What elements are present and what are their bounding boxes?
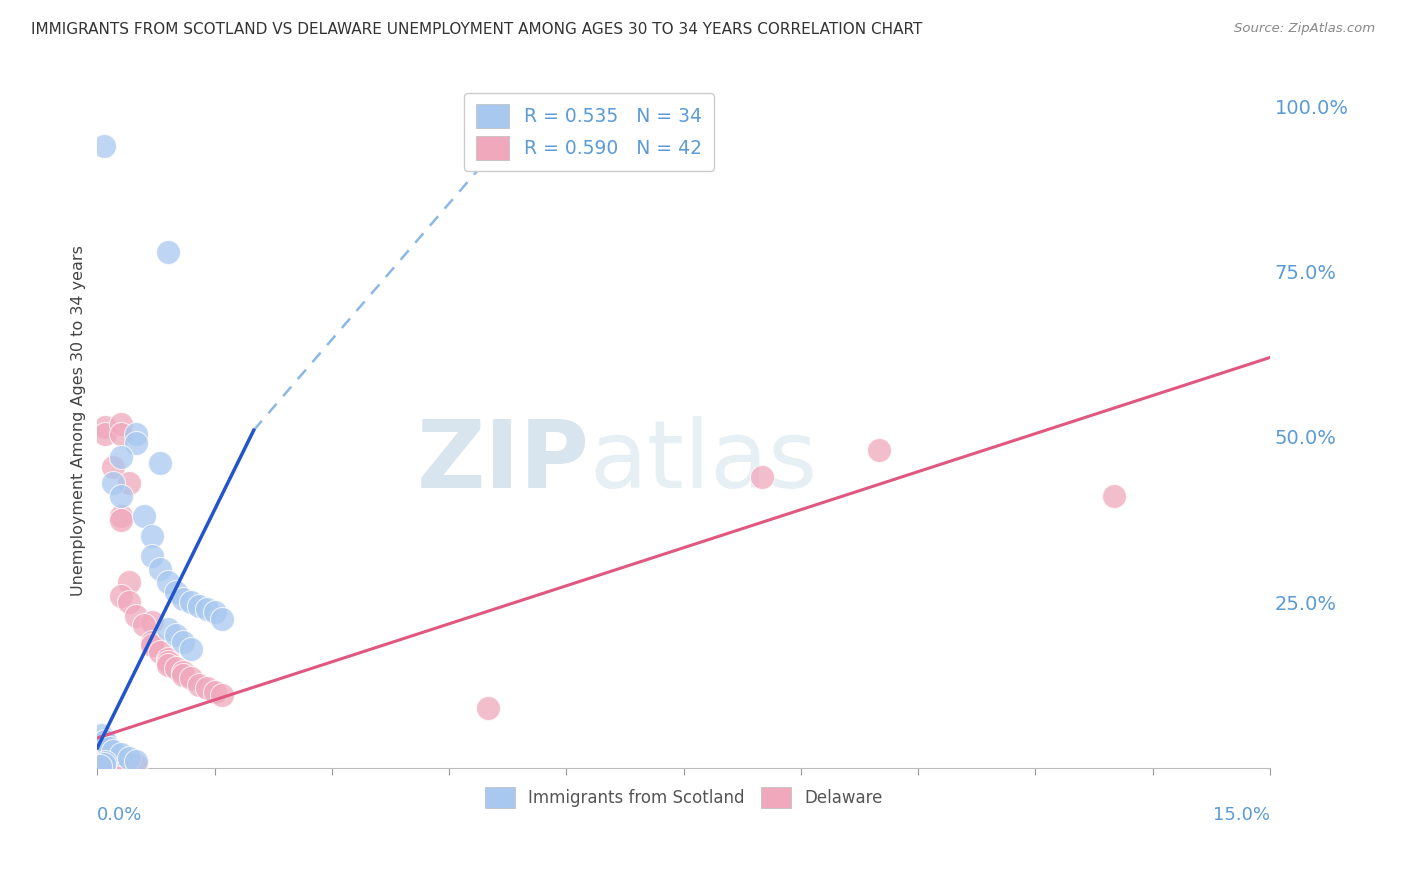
Point bbox=[141, 638, 163, 652]
Point bbox=[868, 443, 890, 458]
Point bbox=[94, 734, 117, 748]
Point bbox=[125, 608, 148, 623]
Point bbox=[180, 672, 202, 686]
Point bbox=[165, 661, 187, 675]
Point bbox=[172, 635, 194, 649]
Point bbox=[101, 758, 124, 772]
Point bbox=[110, 490, 132, 504]
Point bbox=[1102, 490, 1125, 504]
Point bbox=[156, 651, 179, 665]
Point bbox=[188, 678, 211, 692]
Point bbox=[93, 758, 115, 772]
Point bbox=[110, 417, 132, 431]
Point bbox=[89, 758, 111, 772]
Legend: Immigrants from Scotland, Delaware: Immigrants from Scotland, Delaware bbox=[478, 780, 890, 815]
Point bbox=[110, 512, 132, 526]
Point bbox=[180, 641, 202, 656]
Point bbox=[172, 668, 194, 682]
Point bbox=[141, 529, 163, 543]
Point bbox=[195, 681, 218, 696]
Point bbox=[125, 426, 148, 441]
Point bbox=[134, 509, 156, 524]
Point bbox=[751, 469, 773, 483]
Point bbox=[110, 450, 132, 464]
Point bbox=[117, 751, 139, 765]
Point bbox=[117, 757, 139, 772]
Point bbox=[117, 575, 139, 590]
Point bbox=[180, 595, 202, 609]
Point bbox=[94, 758, 117, 772]
Point bbox=[477, 701, 499, 715]
Point bbox=[110, 589, 132, 603]
Point bbox=[101, 744, 124, 758]
Point bbox=[117, 476, 139, 491]
Point bbox=[110, 426, 132, 441]
Point bbox=[149, 456, 172, 470]
Point bbox=[94, 756, 117, 770]
Point bbox=[211, 688, 233, 702]
Point bbox=[125, 754, 148, 768]
Point bbox=[195, 602, 218, 616]
Point bbox=[188, 599, 211, 613]
Point bbox=[125, 436, 148, 450]
Point bbox=[90, 757, 112, 772]
Point bbox=[156, 575, 179, 590]
Point bbox=[94, 426, 117, 441]
Point bbox=[134, 618, 156, 632]
Point bbox=[117, 595, 139, 609]
Point bbox=[204, 684, 226, 698]
Point bbox=[94, 420, 117, 434]
Text: 15.0%: 15.0% bbox=[1213, 805, 1270, 824]
Point bbox=[165, 585, 187, 599]
Point bbox=[172, 592, 194, 607]
Point bbox=[149, 645, 172, 659]
Point bbox=[90, 728, 112, 742]
Point bbox=[101, 459, 124, 474]
Point bbox=[101, 476, 124, 491]
Point bbox=[211, 612, 233, 626]
Point bbox=[93, 757, 115, 772]
Point bbox=[101, 754, 124, 768]
Point bbox=[156, 658, 179, 673]
Point bbox=[149, 562, 172, 576]
Point bbox=[141, 615, 163, 629]
Point bbox=[125, 758, 148, 772]
Point bbox=[172, 665, 194, 679]
Text: Source: ZipAtlas.com: Source: ZipAtlas.com bbox=[1234, 22, 1375, 36]
Text: ZIP: ZIP bbox=[418, 416, 591, 508]
Point bbox=[156, 244, 179, 259]
Point bbox=[98, 740, 121, 755]
Point bbox=[89, 759, 111, 773]
Point bbox=[141, 549, 163, 563]
Point bbox=[110, 756, 132, 770]
Point bbox=[165, 628, 187, 642]
Point bbox=[204, 605, 226, 619]
Point bbox=[94, 751, 117, 765]
Point bbox=[141, 635, 163, 649]
Text: 0.0%: 0.0% bbox=[97, 805, 143, 824]
Point bbox=[110, 509, 132, 524]
Text: atlas: atlas bbox=[591, 416, 818, 508]
Point bbox=[110, 747, 132, 762]
Point bbox=[156, 622, 179, 636]
Point bbox=[93, 138, 115, 153]
Y-axis label: Unemployment Among Ages 30 to 34 years: Unemployment Among Ages 30 to 34 years bbox=[72, 245, 86, 596]
Point bbox=[156, 655, 179, 669]
Text: IMMIGRANTS FROM SCOTLAND VS DELAWARE UNEMPLOYMENT AMONG AGES 30 TO 34 YEARS CORR: IMMIGRANTS FROM SCOTLAND VS DELAWARE UNE… bbox=[31, 22, 922, 37]
